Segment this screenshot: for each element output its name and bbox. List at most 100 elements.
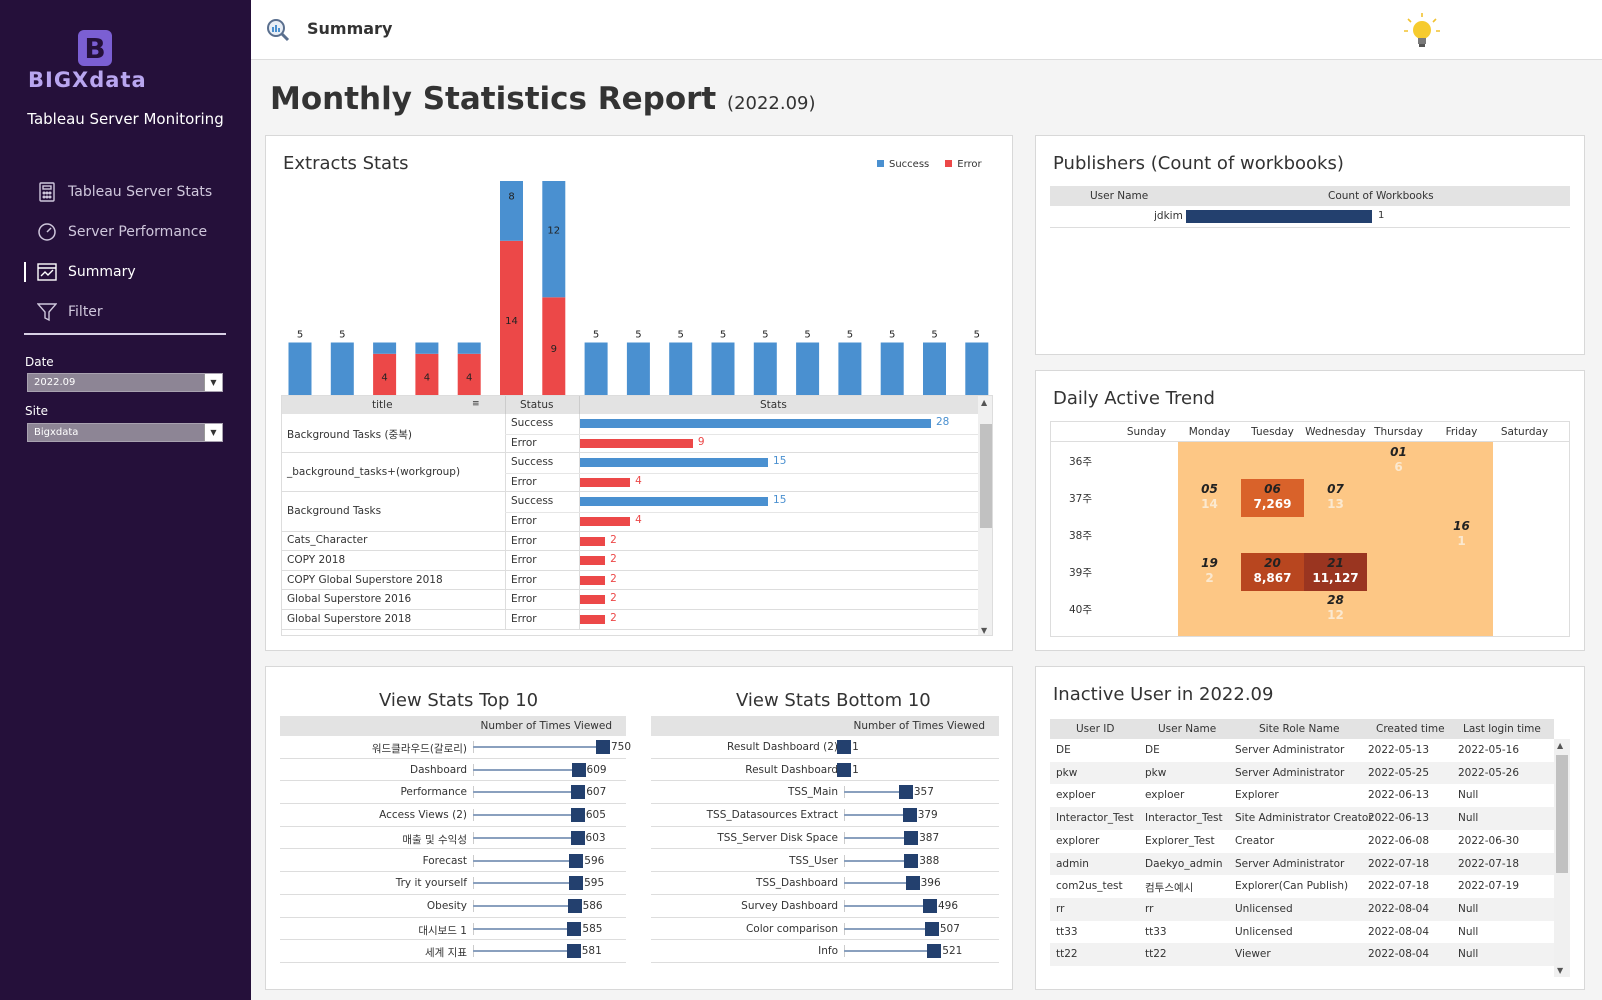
scrollbar[interactable]: ▲ ▼ [978, 396, 992, 635]
success-bar[interactable] [838, 342, 862, 400]
success-bar[interactable] [500, 181, 523, 241]
table-row[interactable]: TSS_Main 357 [651, 781, 999, 805]
heatmap-cell[interactable]: 28 12 [1304, 590, 1367, 628]
table-row[interactable]: DE DE Server Administrator 2022-05-13 2022-0… [1050, 739, 1554, 762]
heatmap-cell[interactable]: 16 1 [1430, 516, 1493, 554]
table-row[interactable]: 대시보드 1 585 [280, 918, 626, 941]
success-bar[interactable] [415, 342, 439, 354]
table-row[interactable]: COPY Global Superstore 2018 Error 2 [282, 570, 978, 591]
error-bar[interactable] [500, 240, 523, 399]
data-label: 4 [466, 372, 472, 383]
table-row[interactable]: tt22 tt22 Viewer 2022-08-04 Null [1050, 943, 1554, 966]
cell-value: 11,127 [1312, 571, 1359, 585]
table-row[interactable]: 매출 및 수익성 603 [280, 827, 626, 850]
table-row[interactable]: Result Dashboard 1 [651, 759, 999, 782]
table-row[interactable]: exploer exploer Explorer 2022-06-13 Null [1050, 784, 1554, 808]
success-bar[interactable] [373, 342, 397, 354]
table-row[interactable]: Background Tasks Success 15 Error 4 [282, 492, 978, 532]
heatmap-cell[interactable]: 19 2 [1178, 553, 1241, 591]
lightbulb-icon[interactable] [1404, 12, 1440, 52]
scroll-down-icon[interactable]: ▼ [981, 626, 988, 635]
table-row[interactable]: Result Dashboard (2) 1 [651, 736, 999, 759]
table-row[interactable]: tt33 tt33 Unlicensed 2022-08-04 Null [1050, 920, 1554, 944]
success-bar[interactable] [880, 342, 904, 400]
success-bar[interactable] [542, 181, 566, 298]
table-cell: rr [1056, 902, 1065, 915]
success-bar[interactable] [288, 342, 312, 400]
table-cell: 2022-05-26 [1458, 766, 1520, 779]
table-row[interactable]: rr rr Unlicensed 2022-08-04 Null [1050, 897, 1554, 921]
table-cell: Null [1458, 902, 1479, 915]
success-bar[interactable] [923, 342, 946, 400]
table-row[interactable]: Survey Dashboard 496 [651, 895, 999, 918]
sort-icon[interactable]: ≡ [472, 399, 480, 409]
error-bar[interactable] [457, 353, 481, 399]
table-row[interactable]: Color comparison 507 [651, 918, 999, 941]
table-row[interactable]: COPY 2018 Error 2 [282, 551, 978, 571]
daily-title: Daily Active Trend [1053, 388, 1215, 409]
table-row[interactable]: Background Tasks (중복) Success 28 Error 9 [282, 414, 978, 454]
table-row[interactable]: Dashboard 609 [280, 759, 626, 782]
row-name: TSS_Server Disk Space [717, 831, 838, 844]
table-row[interactable]: Global Superstore 2016 Error 2 [282, 590, 978, 610]
success-bar[interactable] [753, 342, 777, 400]
heatmap-cell[interactable]: 01 6 [1367, 442, 1430, 480]
heatmap-cell[interactable]: 06 7,269 [1241, 479, 1304, 517]
nav-item-summary[interactable]: Summary [24, 252, 234, 292]
chevron-down-icon[interactable]: ▼ [204, 374, 222, 391]
table-row[interactable]: TSS_Dashboard 396 [651, 872, 999, 895]
site-select[interactable]: Bigxdata ▼ [27, 423, 223, 442]
heatmap-cell[interactable]: 21 11,127 [1304, 553, 1367, 591]
row-value: 750 [611, 741, 632, 753]
stat-bar [580, 556, 606, 566]
table-row[interactable]: _background_tasks+(workgroup) Success 15 Er… [282, 453, 978, 493]
table-row[interactable]: 워드클라우드(갈로리) 750 [280, 736, 631, 759]
table-row[interactable]: Interactor_Test Interactor_Test Site Admin… [1050, 807, 1554, 830]
table-row[interactable]: Info 521 [651, 940, 999, 963]
scrollbar-thumb[interactable] [1556, 755, 1568, 873]
nav-item-tableau-server-stats[interactable]: Tableau Server Stats [24, 172, 234, 212]
error-bar[interactable] [415, 353, 439, 399]
extracts-title: Extracts Stats [283, 153, 409, 174]
table-row[interactable]: com2us_test 컴투스예시 Explorer(Can Publish) 202… [1050, 875, 1554, 898]
status-cell: Success [511, 495, 554, 508]
status-cell: Success [511, 456, 554, 469]
table-row[interactable]: TSS_Datasources Extract 379 [651, 804, 999, 827]
nav-item-filter[interactable]: Filter [24, 292, 234, 332]
date-select[interactable]: 2022.09 ▼ [27, 373, 223, 392]
table-row[interactable]: Access Views (2) 605 [280, 804, 626, 827]
success-bar[interactable] [626, 342, 650, 400]
scroll-down-icon[interactable]: ▼ [1557, 966, 1564, 975]
table-header: title ≡ Status Stats [282, 396, 978, 414]
table-row[interactable]: 세계 지표 581 [280, 940, 626, 963]
heatmap-cell[interactable]: 20 8,867 [1241, 553, 1304, 591]
table-row[interactable]: Global Superstore 2018 Error 2 [282, 610, 978, 630]
success-bar[interactable] [711, 342, 735, 400]
error-bar[interactable] [373, 353, 397, 399]
success-bar[interactable] [669, 342, 693, 400]
table-row[interactable]: Cats_Character Error 2 [282, 531, 978, 552]
success-bar[interactable] [965, 342, 989, 400]
success-bar[interactable] [457, 342, 481, 354]
error-bar[interactable] [542, 297, 566, 399]
table-row[interactable]: pkw pkw Server Administrator 2022-05-25 2022… [1050, 761, 1554, 785]
table-row[interactable]: Try it yourself 595 [280, 872, 626, 895]
table-row[interactable]: TSS_User 388 [651, 850, 999, 873]
chevron-down-icon[interactable]: ▼ [204, 424, 222, 441]
scrollbar-thumb[interactable] [980, 424, 992, 528]
table-row[interactable]: Performance 607 [280, 781, 626, 805]
table-row[interactable]: admin Daekyo_admin Server Administrator 202… [1050, 852, 1554, 876]
table-row[interactable]: TSS_Server Disk Space 387 [651, 827, 999, 850]
success-bar[interactable] [330, 342, 354, 400]
heatmap-cell[interactable]: 05 14 [1178, 479, 1241, 517]
table-row[interactable]: Obesity 586 [280, 895, 626, 918]
heatmap-cell[interactable]: 07 13 [1304, 479, 1367, 517]
nav-item-server-performance[interactable]: Server Performance [24, 212, 234, 252]
scrollbar[interactable]: ▲ ▼ [1554, 739, 1570, 977]
scroll-up-icon[interactable]: ▲ [981, 398, 988, 407]
success-bar[interactable] [796, 342, 820, 400]
table-row[interactable]: explorer Explorer_Test Creator 2022-06-08 20… [1050, 829, 1554, 853]
scroll-up-icon[interactable]: ▲ [1557, 741, 1564, 750]
table-row[interactable]: Forecast 596 [280, 850, 626, 873]
success-bar[interactable] [584, 342, 608, 400]
